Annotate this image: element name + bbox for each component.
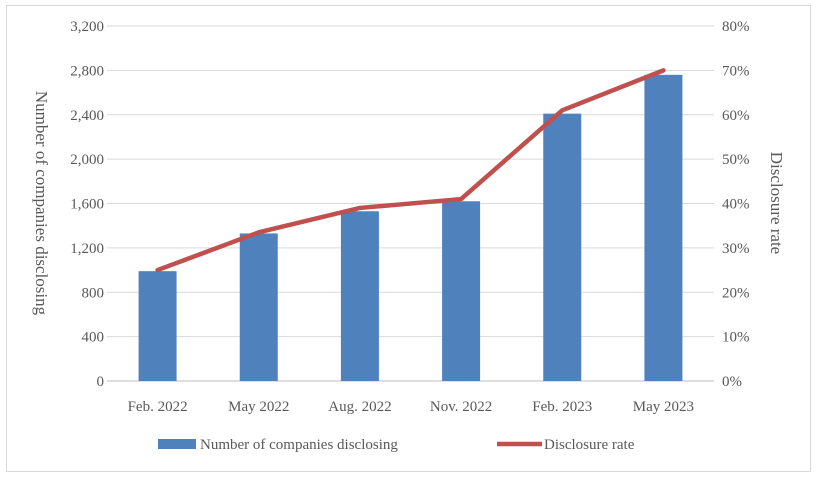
legend-line-label: Disclosure rate <box>544 437 635 453</box>
legend: Number of companies disclosing Disclosur… <box>158 437 635 453</box>
left-axis-ticks: 0 400 800 1,200 1,600 2,000 2,400 2,800 3,200 <box>70 19 104 390</box>
category-tick-label: Feb. 2023 <box>532 399 592 415</box>
left-tick-label: 800 <box>82 285 105 301</box>
left-tick-label: 2,400 <box>70 108 104 124</box>
category-tick-label: May 2023 <box>633 399 694 415</box>
category-tick-label: Nov. 2022 <box>430 399 492 415</box>
gridlines <box>107 25 714 382</box>
left-tick-label: 2,000 <box>70 152 104 168</box>
right-axis-ticks: 0% 10% 20% 30% 40% 50% 60% 70% 80% <box>722 19 750 390</box>
legend-bar-label: Number of companies disclosing <box>200 437 398 453</box>
left-tick-label: 1,600 <box>70 197 104 213</box>
right-tick-label: 20% <box>722 285 750 301</box>
right-tick-label: 40% <box>722 197 750 213</box>
bar <box>239 233 278 381</box>
bar <box>138 271 177 381</box>
right-tick-label: 60% <box>722 108 750 124</box>
bar <box>644 74 683 381</box>
right-tick-label: 50% <box>722 152 750 168</box>
bar <box>340 211 379 381</box>
left-tick-label: 3,200 <box>70 19 104 35</box>
left-tick-label: 0 <box>97 374 105 390</box>
left-axis-title: Number of companies disclosing <box>32 91 51 316</box>
left-tick-label: 1,200 <box>70 241 104 257</box>
left-tick-label: 400 <box>82 330 105 346</box>
category-tick-label: May 2022 <box>228 399 289 415</box>
right-tick-label: 30% <box>722 241 750 257</box>
left-tick-label: 2,800 <box>70 63 104 79</box>
right-tick-label: 0% <box>722 374 742 390</box>
category-tick-label: Aug. 2022 <box>328 399 391 415</box>
category-axis-ticks: Feb. 2022 May 2022 Aug. 2022 Nov. 2022 Feb. … <box>128 399 694 415</box>
rate-line <box>155 68 666 273</box>
right-tick-label: 80% <box>722 19 750 35</box>
bar-series <box>138 74 683 381</box>
right-axis-title: Disclosure rate <box>767 152 786 254</box>
right-tick-label: 70% <box>722 63 750 79</box>
line-series <box>155 68 666 273</box>
legend-bar-swatch <box>158 439 196 449</box>
category-tick-label: Feb. 2022 <box>128 399 188 415</box>
bar <box>442 201 481 381</box>
right-tick-label: 10% <box>722 330 750 346</box>
bar <box>543 113 582 381</box>
